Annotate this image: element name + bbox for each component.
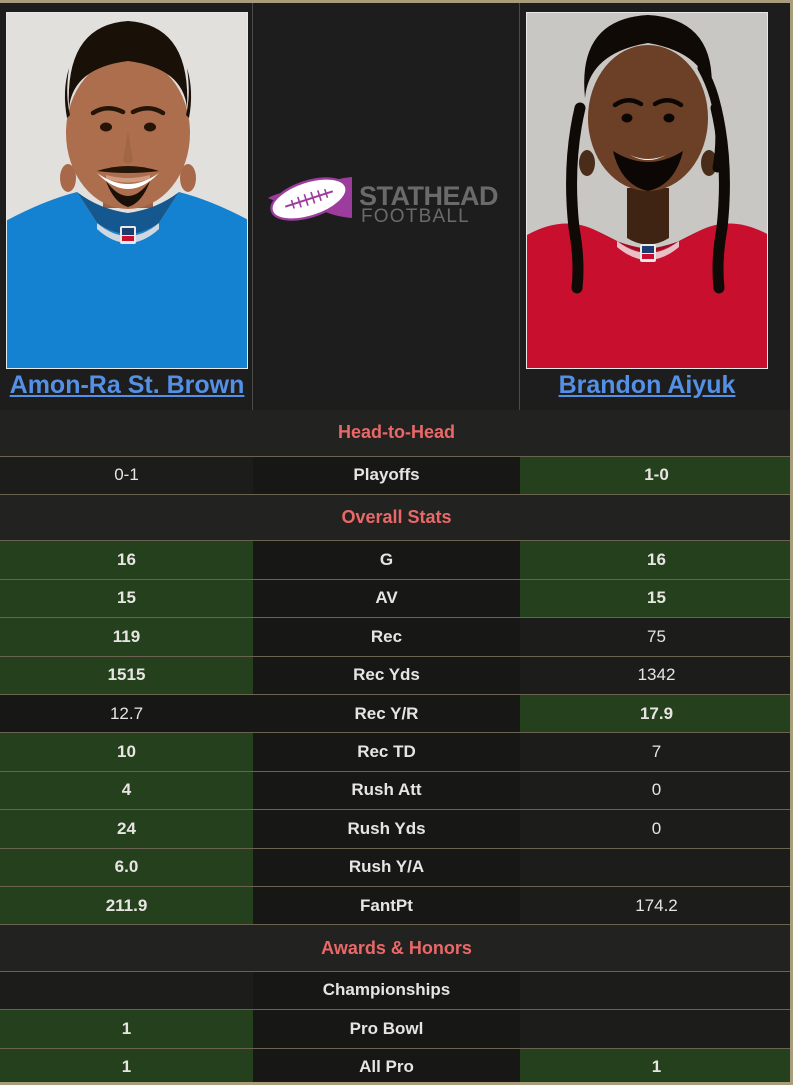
- svg-text:FOOTBALL: FOOTBALL: [361, 206, 470, 227]
